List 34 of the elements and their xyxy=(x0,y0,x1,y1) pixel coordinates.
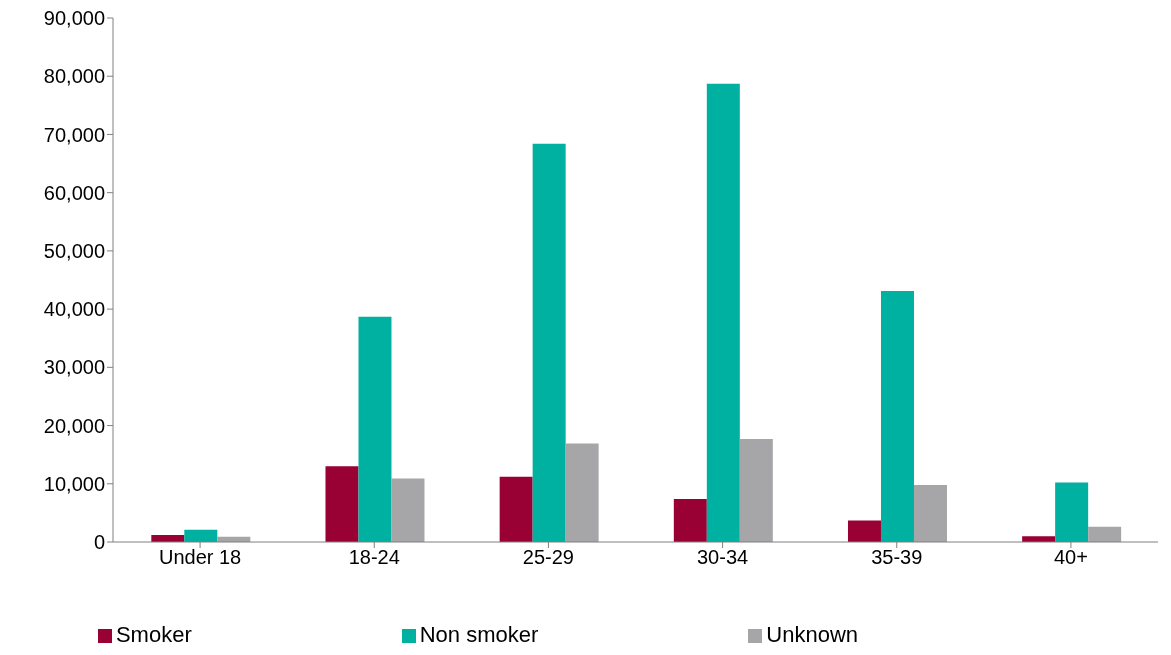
x-tick-label: 25-29 xyxy=(522,546,574,569)
x-tick-label: 30-34 xyxy=(697,546,749,569)
y-tick-label: 60,000 xyxy=(43,181,105,204)
x-tick-label: 18-24 xyxy=(348,546,400,569)
bar xyxy=(739,438,773,542)
bar xyxy=(565,443,599,542)
y-tick-label: 20,000 xyxy=(43,414,105,437)
x-tick-label: 40+ xyxy=(1053,546,1088,569)
bar xyxy=(391,478,425,542)
x-tick-label: Under 18 xyxy=(158,546,242,569)
bar xyxy=(880,291,914,542)
bar xyxy=(673,498,707,542)
legend-label: Unknown xyxy=(766,622,859,647)
legend-label: Non smoker xyxy=(419,622,539,647)
y-tick-label: 50,000 xyxy=(43,239,105,262)
y-tick-label: 80,000 xyxy=(43,65,105,88)
bar xyxy=(1055,482,1089,542)
bar xyxy=(1088,526,1122,542)
bar xyxy=(358,316,392,542)
x-tick-label: 35-39 xyxy=(871,546,923,569)
bar xyxy=(913,484,947,542)
y-tick-label: 70,000 xyxy=(43,123,105,146)
y-tick-label: 40,000 xyxy=(43,298,105,321)
y-tick-label: 0 xyxy=(93,531,105,554)
bar xyxy=(847,520,881,542)
y-tick-label: 90,000 xyxy=(43,7,105,30)
y-tick-label: 30,000 xyxy=(43,356,105,379)
bar xyxy=(325,466,359,542)
y-tick-label: 10,000 xyxy=(43,472,105,495)
bar xyxy=(706,83,740,542)
bar xyxy=(184,529,218,542)
legend-label: Smoker xyxy=(115,622,192,647)
bar xyxy=(532,143,566,542)
bar xyxy=(499,476,533,542)
